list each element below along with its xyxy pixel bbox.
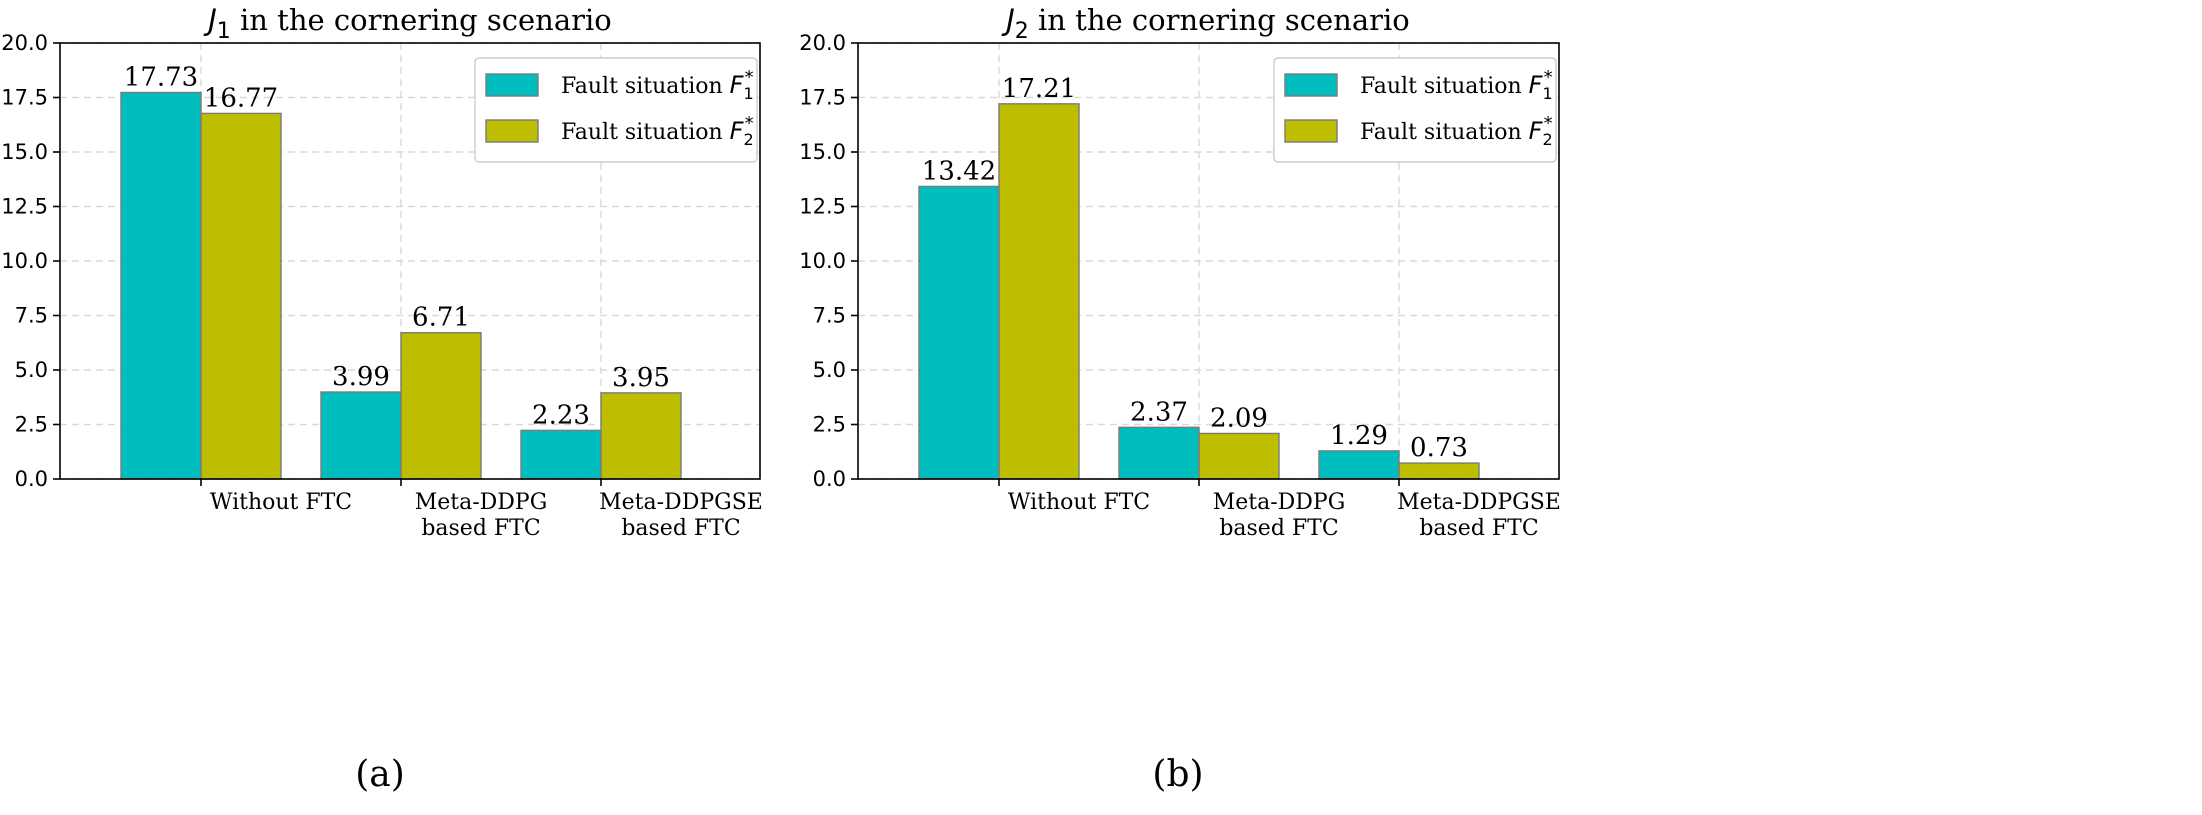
x-tick-label: Without FTC bbox=[1008, 490, 1150, 515]
data-label: 0.73 bbox=[1410, 433, 1468, 463]
y-tick-label: 5.0 bbox=[813, 358, 846, 382]
x-tick-label: based FTC bbox=[1219, 516, 1338, 541]
chart-panel-2: 0.0 2.5 5.0 7.5 10.0 12.5 15.0 17.5 20.0 13.42 2.3… bbox=[799, 3, 1561, 795]
legend-frame bbox=[1273, 57, 1557, 163]
title-subscript: 2 bbox=[1015, 19, 1029, 44]
x-tick-label: based FTC bbox=[421, 516, 540, 541]
bar-f1-1 bbox=[120, 91, 202, 480]
data-label: 3.99 bbox=[332, 362, 390, 392]
legend-text: Fault situation bbox=[561, 74, 730, 99]
y-tick-label: 10.0 bbox=[1, 249, 48, 273]
legend-entry-2: Fault situation F2* bbox=[561, 113, 754, 149]
legend-text: Fault situation bbox=[1360, 74, 1529, 99]
legend-symbol: F bbox=[730, 71, 745, 99]
y-tick-label: 5.0 bbox=[15, 358, 48, 382]
legend-swatch-1 bbox=[485, 73, 539, 97]
data-label: 2.37 bbox=[1130, 397, 1188, 427]
title-rest: in the cornering scenario bbox=[1029, 3, 1410, 37]
legend-swatch-2 bbox=[485, 119, 539, 143]
legend: Fault situation F1*Fault situation F2* bbox=[1273, 57, 1557, 163]
bar-f1-3 bbox=[1318, 450, 1400, 480]
legend-symbol: F bbox=[730, 117, 745, 145]
bar-f2-1 bbox=[998, 103, 1080, 480]
y-tick-label: 17.5 bbox=[799, 86, 846, 110]
y-tick-label: 0.0 bbox=[15, 467, 48, 491]
plot-frame bbox=[857, 42, 1560, 480]
legend-superscript: * bbox=[1544, 113, 1553, 134]
data-label: 2.09 bbox=[1210, 403, 1268, 433]
bar-f2-3 bbox=[600, 392, 682, 480]
legend-entry-2: Fault situation F2* bbox=[1360, 113, 1553, 149]
legend: Fault situation F1*Fault situation F2* bbox=[474, 57, 758, 163]
x-tick-label: based FTC bbox=[621, 516, 740, 541]
legend-text: Fault situation bbox=[561, 120, 730, 145]
chart-panel-1: 0.0 2.5 5.0 7.5 10.0 12.5 15.0 17.5 20.0 17.73 3.9… bbox=[1, 3, 763, 795]
bar-f2-2 bbox=[1198, 432, 1280, 480]
panel-label: (a) bbox=[355, 754, 405, 795]
legend-superscript: * bbox=[1544, 67, 1553, 88]
y-tick-label: 2.5 bbox=[15, 413, 48, 437]
chart-title: J1 in the cornering scenario bbox=[203, 3, 612, 44]
x-tick-label: Meta-DDPGSE bbox=[599, 490, 763, 515]
bar-f1-3 bbox=[520, 429, 602, 480]
x-tick-label: Without FTC bbox=[210, 490, 352, 515]
data-label: 3.95 bbox=[612, 363, 670, 393]
panel-label: (b) bbox=[1152, 754, 1203, 795]
y-tick-label: 2.5 bbox=[813, 413, 846, 437]
legend-subscript: 2 bbox=[743, 130, 753, 149]
legend-frame bbox=[474, 57, 758, 163]
legend-superscript: * bbox=[745, 113, 754, 134]
data-label: 6.71 bbox=[412, 303, 470, 333]
legend-entry-1: Fault situation F1* bbox=[1360, 67, 1553, 103]
y-tick-label: 7.5 bbox=[15, 304, 48, 328]
y-tick-label: 20.0 bbox=[1, 31, 48, 55]
chart-title: J2 in the cornering scenario bbox=[1001, 3, 1410, 44]
title-rest: in the cornering scenario bbox=[231, 3, 612, 37]
bar-f2-2 bbox=[400, 332, 482, 480]
legend-subscript: 1 bbox=[743, 84, 753, 103]
x-tick-label: based FTC bbox=[1419, 516, 1538, 541]
y-tick-label: 17.5 bbox=[1, 86, 48, 110]
y-tick-label: 12.5 bbox=[799, 195, 846, 219]
plot-frame bbox=[59, 42, 761, 480]
legend-symbol: F bbox=[1529, 117, 1544, 145]
title-subscript: 1 bbox=[217, 19, 231, 44]
legend-text: Fault situation bbox=[1360, 120, 1529, 145]
x-tick-label: Meta-DDPG bbox=[1213, 490, 1346, 515]
legend-swatch-1 bbox=[1284, 73, 1338, 97]
y-tick-label: 15.0 bbox=[799, 140, 846, 164]
legend-subscript: 2 bbox=[1542, 130, 1552, 149]
bar-f1-2 bbox=[320, 391, 402, 480]
data-label: 17.21 bbox=[1002, 74, 1076, 104]
y-tick-label: 12.5 bbox=[1, 195, 48, 219]
bar-f1-2 bbox=[1118, 426, 1200, 480]
y-tick-label: 0.0 bbox=[813, 467, 846, 491]
title-symbol: J bbox=[1001, 3, 1015, 37]
x-tick-label: Meta-DDPG bbox=[415, 490, 548, 515]
legend-symbol: F bbox=[1529, 71, 1544, 99]
data-label: 1.29 bbox=[1330, 421, 1388, 451]
y-tick-label: 10.0 bbox=[799, 249, 846, 273]
y-tick-label: 7.5 bbox=[813, 304, 846, 328]
legend-entry-1: Fault situation F1* bbox=[561, 67, 754, 103]
title-symbol: J bbox=[203, 3, 217, 37]
data-label: 17.73 bbox=[124, 62, 198, 92]
bar-f2-1 bbox=[200, 112, 282, 480]
data-label: 16.77 bbox=[204, 83, 278, 113]
legend-swatch-2 bbox=[1284, 119, 1338, 143]
legend-superscript: * bbox=[745, 67, 754, 88]
data-label: 13.42 bbox=[922, 156, 996, 186]
x-tick-label: Meta-DDPGSE bbox=[1397, 490, 1561, 515]
bar-f1-1 bbox=[918, 185, 1000, 480]
data-label: 2.23 bbox=[532, 400, 590, 430]
bar-f2-3 bbox=[1398, 462, 1480, 480]
legend-subscript: 1 bbox=[1542, 84, 1552, 103]
y-tick-label: 20.0 bbox=[799, 31, 846, 55]
y-tick-label: 15.0 bbox=[1, 140, 48, 164]
